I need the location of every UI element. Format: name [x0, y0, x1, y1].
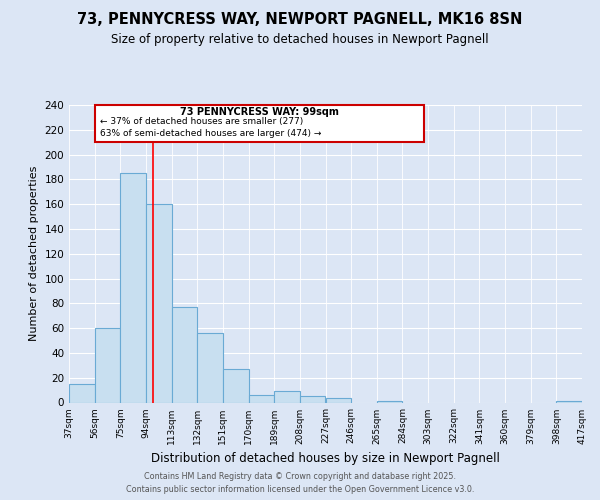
Text: Contains public sector information licensed under the Open Government Licence v3: Contains public sector information licen… — [126, 485, 474, 494]
Text: Size of property relative to detached houses in Newport Pagnell: Size of property relative to detached ho… — [111, 32, 489, 46]
X-axis label: Distribution of detached houses by size in Newport Pagnell: Distribution of detached houses by size … — [151, 452, 500, 465]
Bar — [120, 173, 146, 402]
Text: 73 PENNYCRESS WAY: 99sqm: 73 PENNYCRESS WAY: 99sqm — [180, 108, 339, 118]
Bar — [300, 396, 325, 402]
Bar — [95, 105, 424, 142]
Bar — [248, 395, 274, 402]
Bar — [146, 204, 172, 402]
Text: 73, PENNYCRESS WAY, NEWPORT PAGNELL, MK16 8SN: 73, PENNYCRESS WAY, NEWPORT PAGNELL, MK1… — [77, 12, 523, 28]
Text: 63% of semi-detached houses are larger (474) →: 63% of semi-detached houses are larger (… — [100, 128, 322, 138]
Bar — [95, 328, 121, 402]
Bar — [197, 333, 223, 402]
Bar — [325, 398, 351, 402]
Y-axis label: Number of detached properties: Number of detached properties — [29, 166, 39, 342]
Bar — [69, 384, 95, 402]
Bar — [172, 307, 197, 402]
Text: Contains HM Land Registry data © Crown copyright and database right 2025.: Contains HM Land Registry data © Crown c… — [144, 472, 456, 481]
Bar — [223, 369, 248, 402]
Bar — [274, 392, 300, 402]
Text: ← 37% of detached houses are smaller (277): ← 37% of detached houses are smaller (27… — [100, 118, 303, 126]
